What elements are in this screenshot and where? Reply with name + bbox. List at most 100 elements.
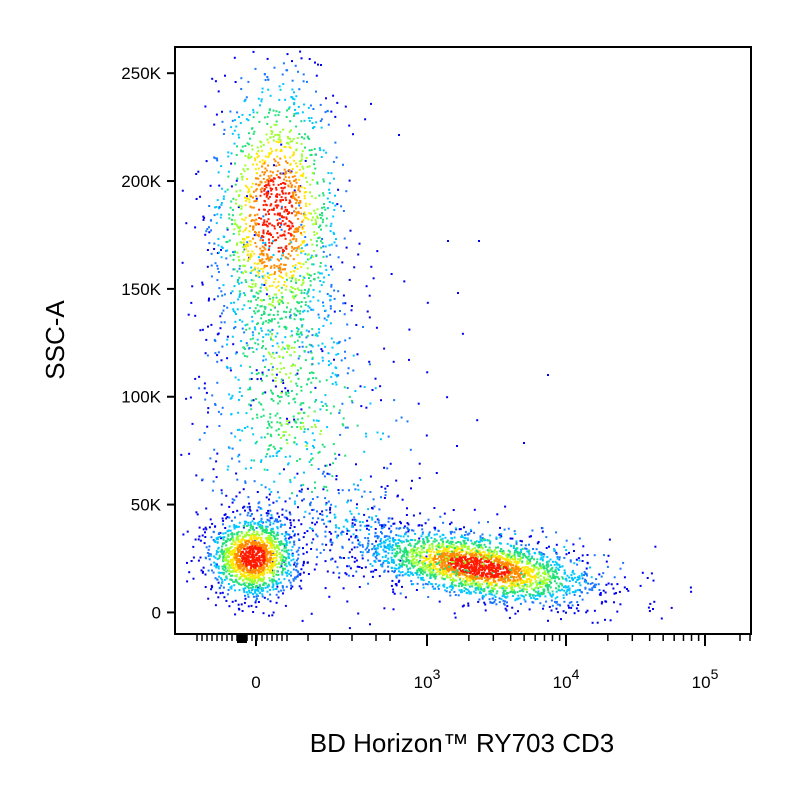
event-point [366, 527, 368, 530]
event-point [235, 179, 238, 182]
event-point [226, 335, 229, 338]
event-point [453, 571, 456, 574]
event-point [278, 274, 281, 277]
event-point [254, 589, 257, 591]
event-point [266, 568, 269, 571]
event-point [374, 377, 377, 380]
event-point [225, 558, 228, 560]
event-point [578, 575, 581, 578]
event-point [375, 548, 378, 551]
event-point [453, 531, 456, 534]
event-point [201, 534, 204, 537]
event-point [330, 243, 333, 246]
event-point [318, 331, 321, 334]
event-point [391, 538, 394, 541]
event-point [269, 126, 272, 129]
event-point [225, 257, 228, 260]
event-point [270, 338, 272, 341]
event-point [422, 563, 425, 566]
event-point [242, 272, 244, 275]
event-point [477, 552, 480, 555]
event-point [381, 556, 384, 559]
event-point [541, 563, 544, 566]
event-point [296, 254, 299, 256]
event-point [478, 583, 481, 586]
event-point [231, 498, 234, 501]
event-point [407, 523, 410, 526]
event-point [280, 523, 283, 526]
event-point [303, 119, 306, 122]
event-point [398, 545, 401, 548]
event-point [293, 102, 296, 104]
event-point [192, 556, 195, 559]
event-point [281, 572, 284, 574]
event-point [312, 419, 315, 422]
event-point [380, 485, 383, 488]
event-point [233, 567, 236, 570]
event-point [309, 154, 312, 156]
event-point [247, 496, 250, 499]
event-point [311, 122, 314, 124]
event-point [284, 559, 287, 562]
event-point [371, 548, 374, 551]
event-point [334, 457, 337, 460]
event-point [297, 202, 300, 204]
event-point [527, 551, 530, 554]
event-point [252, 163, 255, 166]
event-point [303, 137, 306, 140]
event-point [542, 582, 545, 585]
event-point [232, 511, 235, 513]
event-point [233, 327, 235, 330]
event-point [557, 584, 560, 587]
event-point [223, 569, 226, 572]
event-point [315, 240, 318, 243]
event-point [214, 562, 217, 565]
event-point [273, 318, 276, 320]
event-point [253, 268, 256, 271]
event-point [231, 600, 234, 603]
event-point [531, 601, 534, 604]
event-point [225, 249, 228, 252]
event-point [338, 576, 341, 579]
event-point [335, 375, 338, 378]
event-point [204, 352, 207, 355]
event-point [600, 602, 603, 605]
event-point [355, 559, 358, 562]
event-point [615, 592, 617, 595]
event-point [231, 533, 234, 536]
event-point [244, 594, 246, 597]
event-point [214, 352, 217, 355]
event-point [300, 159, 303, 162]
event-point [291, 168, 294, 170]
event-point [351, 399, 353, 402]
event-point [321, 238, 324, 240]
event-point [324, 111, 327, 114]
event-point [592, 585, 595, 588]
event-point [241, 429, 244, 432]
event-point [257, 579, 260, 582]
event-point [255, 533, 258, 536]
event-point [488, 592, 491, 595]
event-point [252, 50, 255, 53]
event-point [272, 530, 275, 533]
event-point [413, 561, 416, 564]
event-point [311, 490, 313, 493]
event-point [352, 483, 355, 486]
event-point [422, 570, 425, 573]
event-point [214, 577, 217, 580]
event-point [441, 533, 444, 536]
event-point [266, 538, 269, 541]
event-point [220, 290, 223, 293]
event-point [244, 427, 246, 429]
event-point [300, 579, 303, 582]
event-point [535, 580, 538, 583]
event-point [468, 590, 470, 593]
event-point [245, 118, 248, 121]
event-point [479, 539, 482, 542]
event-point [411, 539, 414, 542]
event-point [376, 250, 379, 253]
event-point [221, 120, 224, 123]
event-point [537, 590, 540, 593]
event-point [223, 572, 225, 575]
event-point [248, 505, 251, 508]
